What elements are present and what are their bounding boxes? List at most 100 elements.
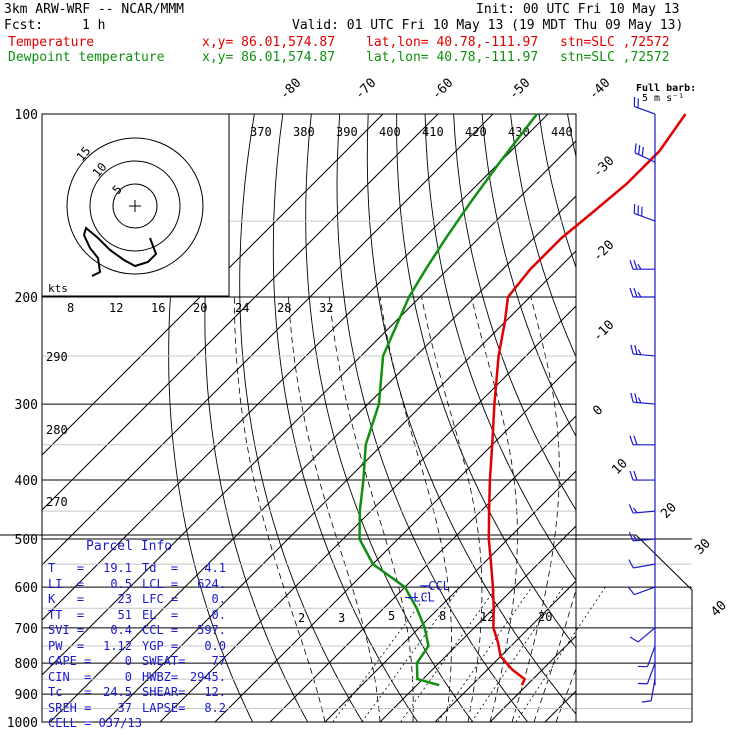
- hodograph-unit: kts: [48, 282, 68, 295]
- mixing-ratio-line: [361, 586, 461, 723]
- wind-barb-flag: [633, 507, 638, 514]
- wind-barb-flag: [629, 287, 634, 298]
- parcel-info-cell: 8.2: [204, 700, 226, 715]
- pressure-label: 400: [15, 474, 38, 489]
- barb-legend-unit: 5 m s⁻¹: [642, 93, 685, 104]
- pressure-label: 900: [15, 688, 38, 703]
- parcel-info-cell: EL =: [142, 607, 179, 622]
- isotherm-line: [42, 114, 549, 621]
- pressure-label: 700: [15, 622, 38, 637]
- parcel-info-cell: 0.: [211, 607, 226, 622]
- wind-barb-flag: [634, 393, 638, 403]
- isotherm-line: [214, 360, 576, 722]
- speed-label: 20: [193, 301, 207, 315]
- isotherm-line: [324, 470, 576, 722]
- wind-barb-flag: [628, 531, 634, 542]
- mixing-ratio-label: 2: [298, 611, 305, 625]
- ccl-label: -CCL: [421, 579, 450, 593]
- mixing-ratio-line: [437, 586, 533, 723]
- isotherm-label: -40: [586, 76, 613, 103]
- parcel-info-cell: LFC =: [142, 592, 179, 606]
- speed-label: 12: [109, 301, 123, 315]
- parcel-info-cell: CIN =: [48, 669, 92, 684]
- isotherm-label: 10: [609, 456, 631, 478]
- theta-e-label: 380: [293, 125, 315, 139]
- dry-adiabat: [653, 114, 740, 722]
- parcel-info-cell: 2945.: [189, 669, 226, 684]
- wind-barb-flag: [637, 397, 642, 404]
- wind-barb-flag: [630, 344, 634, 355]
- mixing-ratio-line: [471, 586, 564, 723]
- wind-barb-flag: [629, 636, 639, 643]
- hodograph-ring: [66, 137, 204, 275]
- parcel-info-cell: T =: [48, 561, 85, 575]
- dewpoint-xy: x,y= 86.01,574.87: [202, 50, 336, 65]
- isotherm-line: [42, 140, 576, 676]
- parcel-info-cell: 0: [124, 654, 132, 668]
- isotherm-line: [600, 114, 740, 722]
- mixing-ratio-label: 12: [480, 610, 494, 624]
- mixing-ratio-label: 8: [439, 609, 446, 623]
- parcel-info-cell: SHEAR=: [142, 685, 186, 699]
- wind-barb-flag: [627, 586, 635, 596]
- isotherm-label: 20: [658, 500, 680, 522]
- dry-adiabat: [272, 114, 419, 722]
- parcel-info-cell: 23: [117, 592, 132, 606]
- parcel-info-cell: 0.4: [110, 623, 132, 637]
- parcel-info-cell: Td =: [142, 561, 179, 575]
- wind-barb-flag: [633, 287, 638, 298]
- moist-adiabat: [533, 588, 576, 722]
- parcel-info-cell: 0: [124, 669, 132, 684]
- forecast-label: Fcst:: [4, 18, 44, 33]
- isotherm-line: [42, 114, 384, 456]
- dry-adiabat: [681, 114, 740, 722]
- temperature-trace: [487, 113, 687, 686]
- isotherm-line: [379, 525, 576, 722]
- dewpoint-latlon: lat,lon= 40.78,-111.97: [366, 50, 539, 65]
- parcel-info-cell: 19.1: [103, 561, 132, 575]
- dry-adiabat: [567, 114, 576, 159]
- isotherm-label: -50: [506, 76, 533, 103]
- wind-barb: [633, 401, 656, 405]
- init-time: Init: 00 UTC Fri 10 May 13: [476, 2, 680, 17]
- dry-adiabat: [510, 114, 576, 358]
- parcel-info-cell: 77: [211, 654, 226, 668]
- isotherm-label: 30: [692, 536, 714, 558]
- mixing-ratio-label: 20: [538, 610, 552, 624]
- wind-barb-flag: [628, 504, 634, 514]
- wind-barb: [633, 353, 656, 357]
- valid-time: Valid: 01 UTC Fri 10 May 13 (19 MDT Thu …: [292, 18, 684, 33]
- theta-e-label: 440: [551, 125, 573, 139]
- wind-barb-flag: [633, 470, 638, 481]
- pressure-label: 500: [15, 533, 38, 548]
- moist-adiabat: [421, 296, 483, 722]
- theta-e-label: 400: [379, 125, 401, 139]
- dry-adiabat: [710, 114, 740, 722]
- mixing-ratio-line: [515, 586, 606, 723]
- wind-barb-flag: [634, 143, 637, 153]
- wind-barb-flag: [629, 260, 634, 270]
- parcel-info-cell: 597.: [197, 623, 226, 637]
- wind-barb: [637, 627, 656, 643]
- moist-adiabat: [233, 297, 326, 722]
- wind-barb-flag: [633, 435, 638, 445]
- isotherm-label: -30: [590, 154, 617, 181]
- isotherm-line: [655, 114, 740, 722]
- moist-adiabat: [379, 296, 452, 722]
- isotherm-line: [49, 195, 576, 722]
- isotherm-line: [159, 305, 576, 722]
- isotherm-label: -60: [429, 76, 456, 103]
- wind-barb-flag: [638, 145, 641, 155]
- parcel-info-cell: YGP =: [142, 638, 179, 653]
- dry-adiabat: [453, 114, 576, 511]
- dry-adiabat: [624, 114, 740, 722]
- lcl-label: -LCL: [406, 590, 435, 604]
- wind-barb: [646, 645, 656, 667]
- wind-barb-flag: [634, 345, 638, 355]
- dewpoint-trace: [358, 113, 538, 687]
- dry-adiabat: [481, 114, 576, 438]
- theta-e-label: 390: [336, 125, 358, 139]
